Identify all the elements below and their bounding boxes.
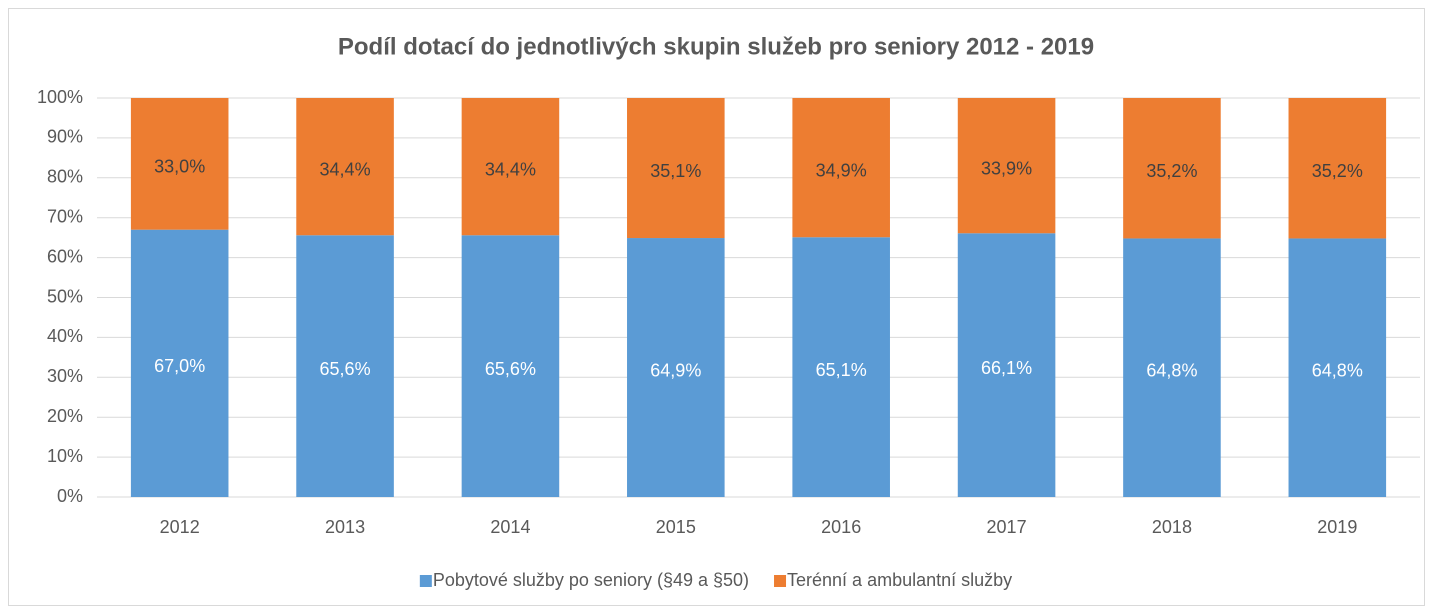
- bar-segment: [130, 229, 229, 498]
- legend-swatch: [419, 575, 432, 587]
- data-label: 35,1%: [650, 161, 701, 181]
- data-label: 34,4%: [320, 159, 371, 179]
- data-label: 65,1%: [816, 360, 867, 380]
- bar-segment: [1123, 238, 1221, 497]
- y-tick-label: 10%: [47, 446, 83, 466]
- y-tick-label: 100%: [37, 87, 83, 107]
- data-label: 35,2%: [1146, 161, 1197, 181]
- x-tick-label: 2016: [821, 517, 861, 537]
- data-label: 64,9%: [650, 360, 701, 380]
- data-label: 64,8%: [1146, 360, 1197, 380]
- data-label: 67,0%: [154, 356, 205, 376]
- x-tick-label: 2012: [160, 517, 200, 537]
- data-label: 64,8%: [1312, 360, 1363, 380]
- bar-segment: [957, 98, 1056, 234]
- bar-segment: [1288, 98, 1387, 239]
- bar-segment: [461, 235, 560, 498]
- y-tick-label: 90%: [47, 127, 83, 147]
- x-tick-label: 2018: [1152, 517, 1192, 537]
- bar-segment: [1123, 98, 1221, 239]
- data-label: 33,0%: [154, 157, 205, 177]
- data-label: 33,9%: [981, 158, 1032, 178]
- legend-swatch: [774, 575, 787, 587]
- y-tick-label: 40%: [47, 326, 83, 346]
- x-tick-label: 2019: [1317, 517, 1357, 537]
- bar-segment: [792, 237, 890, 497]
- chart-title: Podíl dotací do jednotlivých skupin služ…: [338, 33, 1094, 60]
- data-label: 65,6%: [320, 359, 371, 379]
- data-label: 65,6%: [485, 359, 536, 379]
- bar-segment: [296, 98, 394, 236]
- x-tick-label: 2015: [656, 517, 696, 537]
- data-label: 66,1%: [981, 358, 1032, 378]
- x-tick-label: 2013: [325, 517, 365, 537]
- y-tick-label: 70%: [47, 206, 83, 226]
- legend-label: Pobytové služby po seniory (§49 a §50): [433, 570, 749, 590]
- y-tick-label: 50%: [47, 286, 83, 306]
- y-tick-label: 30%: [47, 366, 83, 386]
- data-label: 34,4%: [485, 159, 536, 179]
- bar-segment: [627, 98, 725, 239]
- bar-segment: [957, 233, 1056, 498]
- data-label: 34,9%: [816, 160, 867, 180]
- y-tick-label: 20%: [47, 406, 83, 426]
- bar-segment: [296, 235, 394, 498]
- x-tick-label: 2014: [490, 517, 530, 537]
- data-label: 35,2%: [1312, 161, 1363, 181]
- x-tick-label: 2017: [987, 517, 1027, 537]
- y-tick-label: 60%: [47, 246, 83, 266]
- legend-label: Terénní a ambulantní služby: [787, 570, 1012, 590]
- bar-segment: [1288, 238, 1387, 497]
- bar-segment: [461, 98, 560, 236]
- bar-segment: [130, 98, 229, 230]
- bar-segment: [627, 238, 725, 497]
- y-tick-label: 0%: [57, 486, 83, 506]
- bar-segment: [792, 98, 890, 238]
- y-tick-label: 80%: [47, 167, 83, 187]
